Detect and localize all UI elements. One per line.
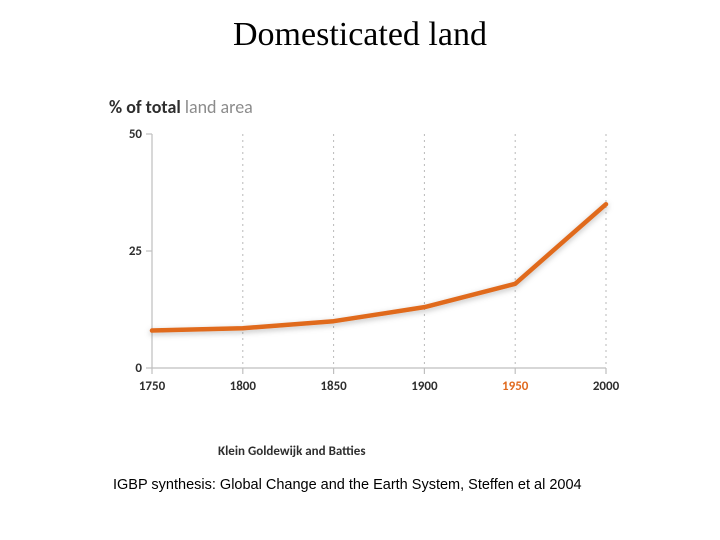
slide-title: Domesticated land <box>0 16 720 54</box>
line-chart: 0 25 50 1750 1800 1850 1900 1950 2000 <box>110 128 620 398</box>
chart-svg: 0 25 50 1750 1800 1850 1900 1950 2000 <box>110 128 620 398</box>
slide: Domesticated land % of total land area 0… <box>0 0 720 540</box>
svg-text:2000: 2000 <box>593 379 620 394</box>
svg-text:1800: 1800 <box>230 379 257 394</box>
svg-text:0: 0 <box>135 361 142 376</box>
svg-text:1900: 1900 <box>411 379 438 394</box>
svg-text:1850: 1850 <box>320 379 347 394</box>
svg-text:25: 25 <box>129 244 142 259</box>
y-axis-label-light: land area <box>181 96 253 118</box>
source-credit-primary: Klein Goldewijk and Batties <box>218 444 366 459</box>
svg-text:1950: 1950 <box>502 379 529 394</box>
svg-text:50: 50 <box>129 128 143 142</box>
y-axis-label-bold: % of total <box>109 96 181 118</box>
svg-text:1750: 1750 <box>139 379 166 394</box>
y-axis-label: % of total land area <box>109 96 253 118</box>
source-credit-secondary: IGBP synthesis: Global Change and the Ea… <box>113 477 582 493</box>
